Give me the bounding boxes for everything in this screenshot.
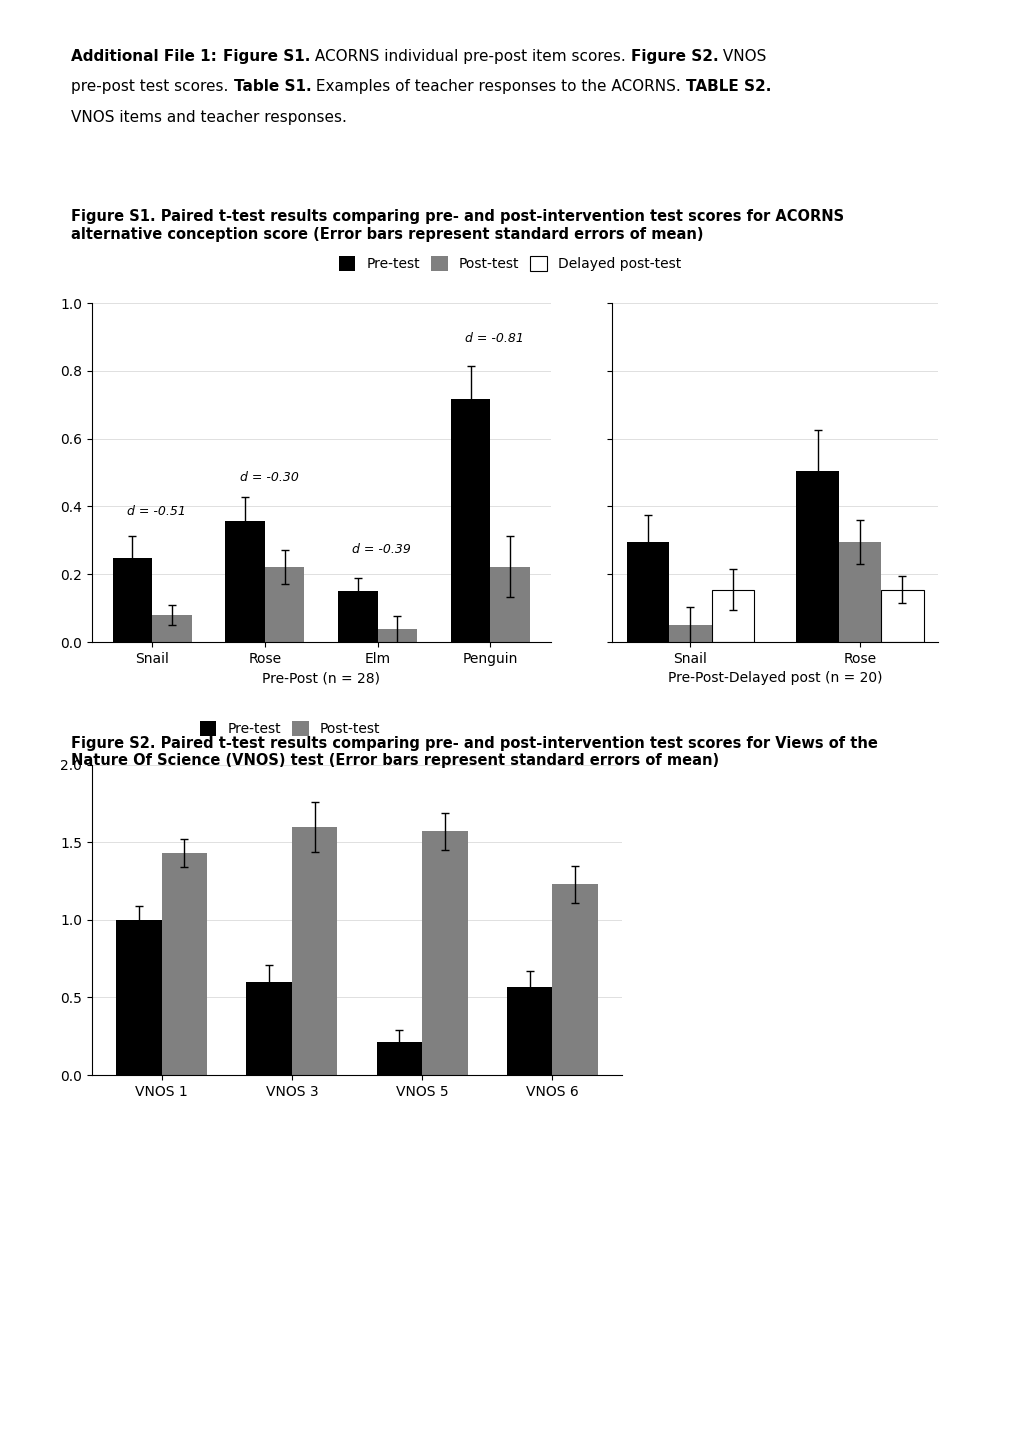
Bar — [506, 987, 552, 1075]
Bar — [161, 853, 207, 1075]
Bar — [880, 590, 922, 642]
Bar — [711, 590, 753, 642]
Bar — [338, 592, 377, 642]
Bar — [796, 470, 838, 642]
Bar — [422, 831, 468, 1075]
Bar — [377, 629, 417, 642]
Text: Table S1.: Table S1. — [233, 79, 311, 94]
Bar — [450, 398, 490, 642]
Bar — [838, 543, 880, 642]
Text: Figure S2. Paired t-test results comparing pre- and post-intervention test score: Figure S2. Paired t-test results compari… — [71, 736, 877, 768]
X-axis label: Pre-Post (n = 28): Pre-Post (n = 28) — [262, 671, 380, 685]
Text: VNOS: VNOS — [717, 49, 765, 63]
Bar — [490, 567, 530, 642]
Text: Figure S2.: Figure S2. — [630, 49, 717, 63]
Bar — [668, 625, 711, 642]
Text: d = -0.39: d = -0.39 — [352, 543, 411, 556]
Text: TABLE S2.: TABLE S2. — [685, 79, 770, 94]
Bar — [627, 543, 668, 642]
Bar — [376, 1042, 422, 1075]
Legend: Pre-test, Post-test, Delayed post-test: Pre-test, Post-test, Delayed post-test — [334, 253, 685, 276]
Text: Additional File 1:: Additional File 1: — [71, 49, 222, 63]
Text: pre-post test scores.: pre-post test scores. — [71, 79, 233, 94]
Text: VNOS items and teacher responses.: VNOS items and teacher responses. — [71, 110, 346, 124]
Bar — [246, 981, 291, 1075]
Legend: Pre-test, Post-test: Pre-test, Post-test — [194, 716, 386, 742]
Text: d = -0.30: d = -0.30 — [239, 472, 299, 485]
Text: d = -0.51: d = -0.51 — [126, 505, 185, 518]
Text: Figure S1. Paired t-test results comparing pre- and post-intervention test score: Figure S1. Paired t-test results compari… — [71, 209, 844, 241]
Text: Examples of teacher responses to the ACORNS.: Examples of teacher responses to the ACO… — [311, 79, 685, 94]
Bar — [152, 615, 192, 642]
X-axis label: Pre-Post-Delayed post (n = 20): Pre-Post-Delayed post (n = 20) — [667, 671, 881, 685]
Bar — [116, 921, 161, 1075]
Text: ACORNS individual pre-post item scores.: ACORNS individual pre-post item scores. — [310, 49, 630, 63]
Bar — [291, 827, 337, 1075]
Text: Figure S1.: Figure S1. — [222, 49, 310, 63]
Text: d = -0.81: d = -0.81 — [465, 332, 524, 345]
Bar — [552, 885, 597, 1075]
Bar — [265, 567, 304, 642]
Bar — [112, 558, 152, 642]
Bar — [225, 521, 265, 642]
